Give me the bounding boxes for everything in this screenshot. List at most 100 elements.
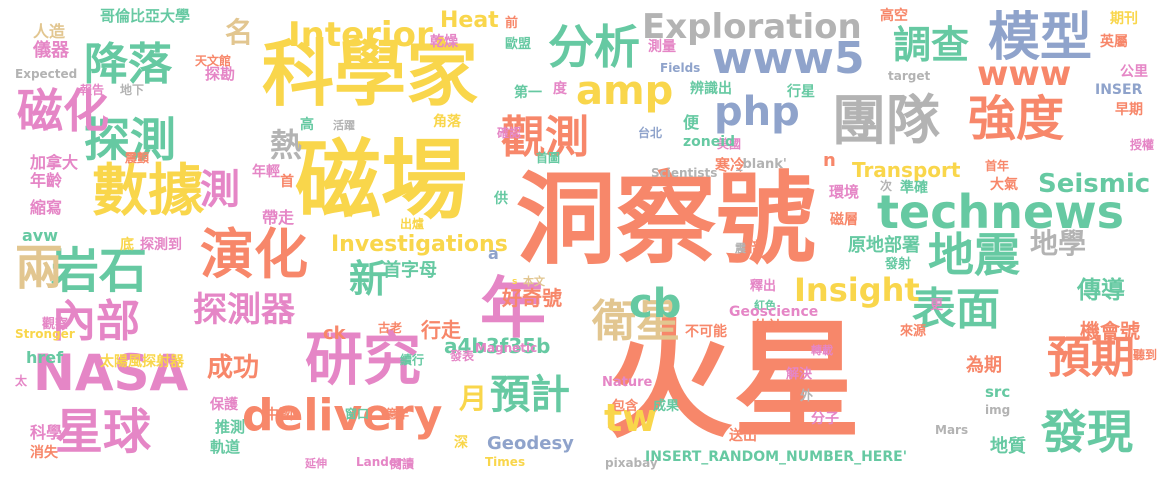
- cloud-word: 地學: [1030, 227, 1087, 260]
- cloud-word: 探測: [84, 113, 176, 167]
- cloud-word: 供: [494, 191, 508, 207]
- cloud-word: 首字母: [383, 260, 437, 281]
- cloud-word: a4b3f35b: [444, 334, 551, 358]
- cloud-word: 大氣: [990, 177, 1018, 193]
- cloud-word: 預計: [490, 372, 570, 418]
- cloud-word: 公里: [1120, 64, 1148, 80]
- cloud-word: 哥倫比亞大學: [100, 7, 191, 25]
- cloud-word: src: [985, 383, 1011, 401]
- cloud-word: Transport: [852, 158, 961, 182]
- cloud-word: Geodesy: [487, 433, 574, 454]
- cloud-word: 活躍: [333, 119, 355, 132]
- cloud-word: 包含: [612, 399, 639, 414]
- cloud-word: 測量: [648, 39, 676, 55]
- cloud-word: 窗口: [345, 407, 370, 421]
- cloud-word: 測: [200, 167, 240, 213]
- cloud-word: 加拿大: [30, 153, 79, 172]
- cloud-word: 釋出: [750, 279, 777, 294]
- cloud-word: delivery: [242, 390, 443, 441]
- cloud-word: 延伸: [305, 457, 327, 470]
- cloud-word: n: [823, 150, 836, 171]
- cloud-word: 科學家: [262, 32, 479, 116]
- cloud-word: 首年: [985, 159, 1010, 173]
- cloud-word: href: [26, 348, 64, 367]
- cloud-word: NASA: [33, 344, 189, 402]
- cloud-word: 乾燥: [430, 34, 458, 50]
- cloud-word: 行星: [787, 84, 815, 100]
- cloud-word: pixabay: [605, 456, 658, 470]
- cloud-word: target: [888, 69, 931, 83]
- cloud-word: 團隊: [832, 89, 940, 152]
- cloud-word: www: [977, 54, 1072, 94]
- cloud-word: 研究: [305, 325, 422, 393]
- cloud-word: 新: [349, 257, 388, 301]
- cloud-word: cb: [629, 281, 682, 327]
- cloud-word: 岩石: [51, 243, 148, 299]
- cloud-word: 強度: [968, 91, 1065, 147]
- cloud-word: zoneid: [683, 134, 736, 150]
- cloud-word: Insight: [794, 271, 920, 309]
- cloud-word: 更: [930, 298, 944, 313]
- cloud-word: Scientists: [651, 166, 718, 180]
- cloud-word: 準確: [900, 180, 928, 196]
- cloud-word: Exploration: [642, 7, 862, 47]
- cloud-word: Mars: [935, 423, 969, 437]
- cloud-word: 儀器: [33, 40, 69, 61]
- cloud-word: img: [985, 403, 1011, 417]
- cloud-word: avw: [22, 226, 59, 245]
- cloud-word: 磁場: [295, 131, 467, 231]
- cloud-word: 發射: [885, 257, 912, 272]
- cloud-word: 億年: [385, 407, 410, 421]
- cloud-word: 第一: [514, 85, 542, 101]
- cloud-word: a: [488, 244, 499, 263]
- cloud-word: 為期: [966, 355, 1002, 376]
- cloud-word: 原地部署: [848, 235, 920, 256]
- cloud-word: 地質: [990, 436, 1026, 457]
- cloud-word: 報告: [80, 83, 105, 97]
- cloud-word: 確認: [497, 126, 522, 140]
- cloud-word: 高空: [880, 8, 908, 24]
- cloud-word: 成功: [207, 353, 260, 383]
- cloud-word: 度: [553, 81, 567, 97]
- cloud-word: 推測: [215, 418, 246, 436]
- cloud-word: s: [512, 277, 518, 287]
- cloud-word: 成果: [653, 399, 680, 414]
- cloud-word: 紅色: [754, 299, 776, 312]
- cloud-word: 內部: [52, 296, 140, 347]
- cloud-word: Stronger: [15, 327, 75, 341]
- cloud-word: 早期: [1115, 102, 1143, 118]
- cloud-word: 轉載: [811, 344, 833, 357]
- cloud-word: 分析: [548, 20, 640, 74]
- cloud-word: 本文: [523, 275, 545, 288]
- cloud-word: 發現: [1041, 405, 1133, 459]
- cloud-word: 出爐: [400, 217, 425, 231]
- cloud-word: INSERT_RANDOM_NUMBER_HERE': [645, 449, 908, 465]
- cloud-word: 月: [459, 382, 488, 415]
- cloud-word: Heat: [440, 8, 499, 33]
- cloud-word: 環境: [829, 183, 860, 201]
- cloud-word: 天文館: [195, 54, 232, 68]
- cloud-word: ck: [323, 323, 346, 344]
- cloud-word: INSER: [1095, 82, 1143, 98]
- cloud-word: 估計: [754, 319, 782, 335]
- cloud-word: 洞察號: [516, 161, 816, 278]
- cloud-word: 來源: [900, 324, 927, 339]
- cloud-word: 首: [280, 174, 294, 190]
- cloud-word: 深: [454, 435, 468, 451]
- cloud-word: 寒冷: [715, 156, 746, 174]
- cloud-word: Lander: [356, 455, 403, 469]
- cloud-word: 地震: [928, 228, 1020, 282]
- cloud-word: 熱: [270, 126, 303, 164]
- cloud-word: 閱讀: [390, 457, 415, 471]
- cloud-word: 不可能: [685, 324, 727, 340]
- cloud-word: 縮寫: [30, 198, 63, 217]
- cloud-word: 磁層: [830, 212, 858, 228]
- cloud-word: 太: [15, 374, 28, 388]
- cloud-word: Seismic: [1038, 169, 1151, 199]
- cloud-word: 倍: [748, 240, 762, 256]
- cloud-word: 機會號: [1080, 319, 1140, 343]
- cloud-word: amp: [576, 68, 674, 114]
- cloud-word: 年輕: [252, 164, 280, 180]
- cloud-word: 數據: [92, 159, 204, 224]
